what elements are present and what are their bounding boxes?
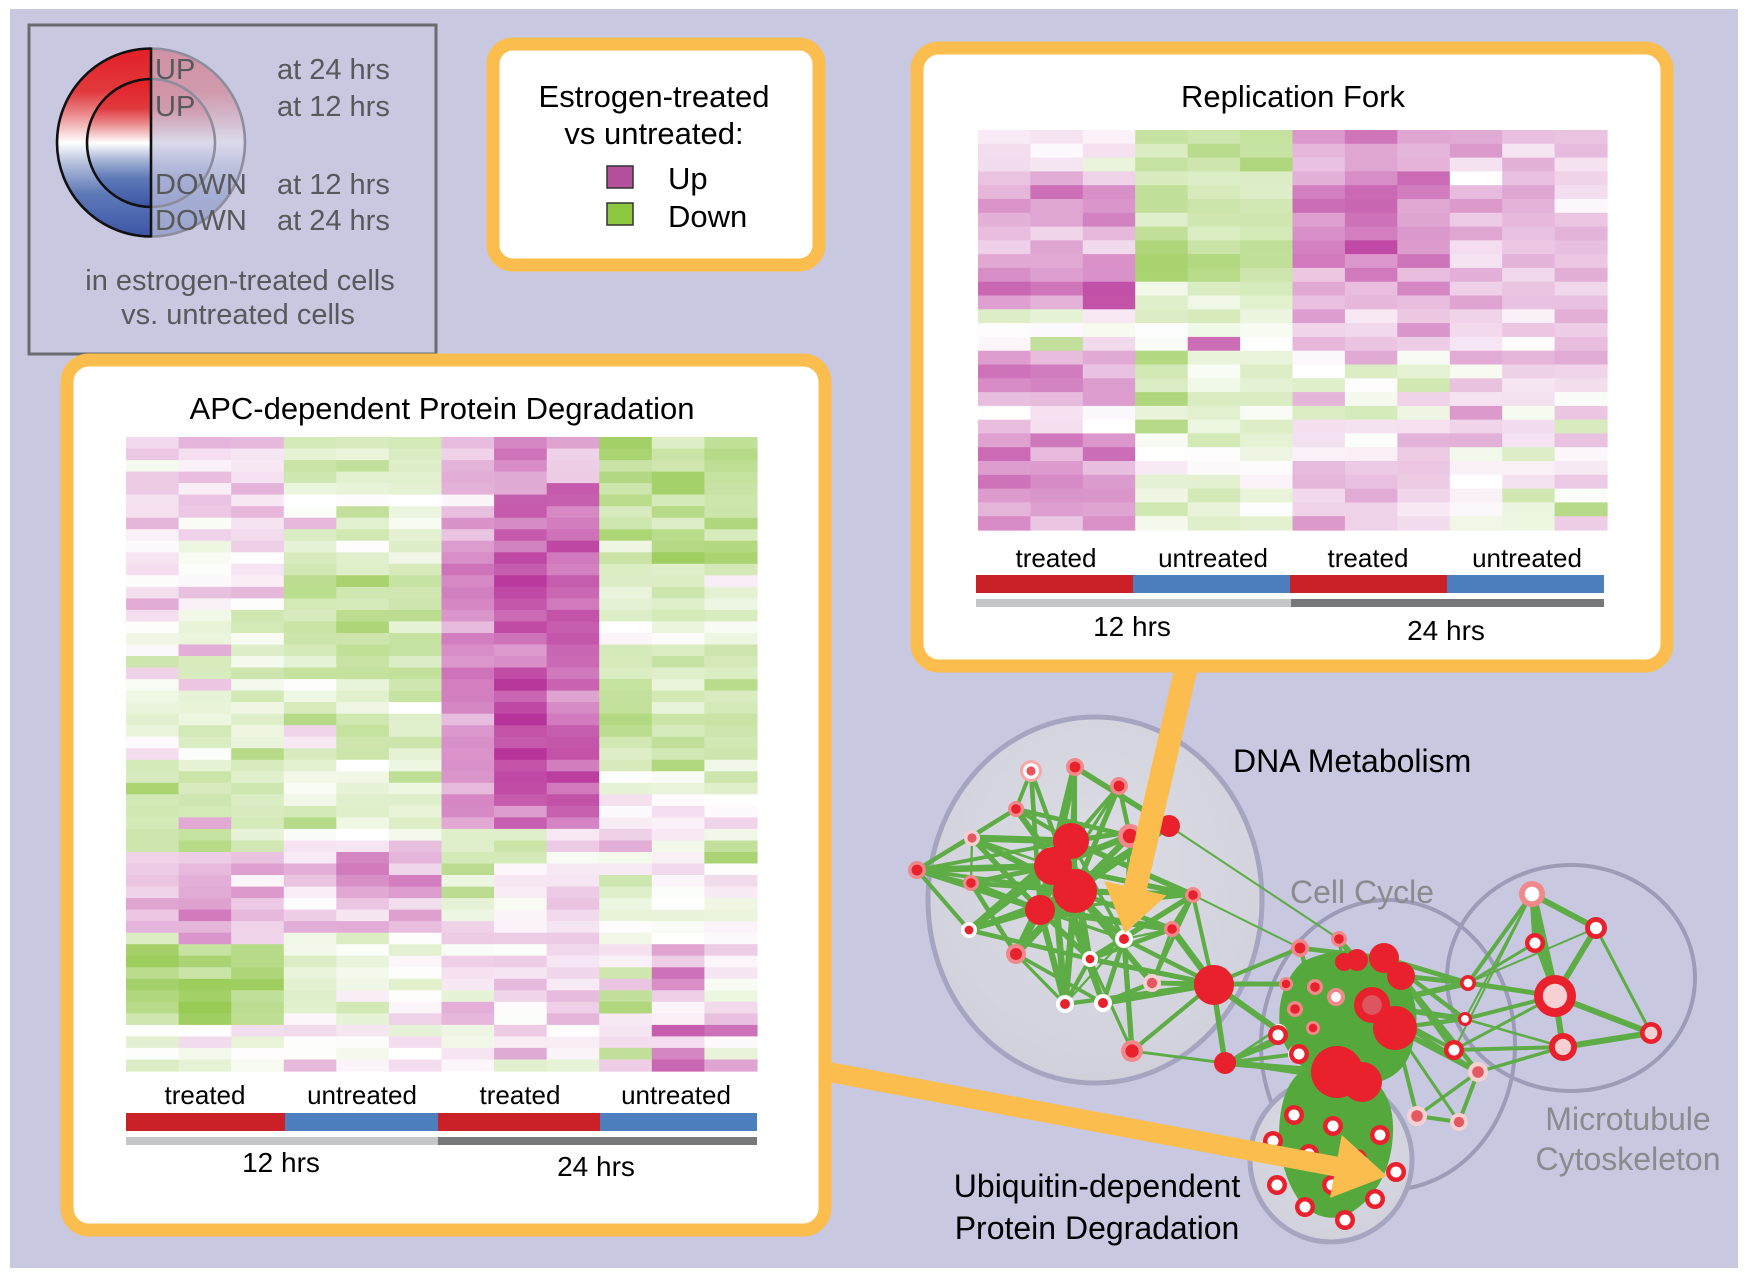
svg-text:vs. untreated cells: vs. untreated cells xyxy=(121,299,355,331)
svg-text:APC-dependent Protein Degradat: APC-dependent Protein Degradation xyxy=(190,391,695,426)
svg-text:Estrogen-treated: Estrogen-treated xyxy=(539,79,770,114)
svg-text:vs untreated:: vs untreated: xyxy=(564,116,743,151)
svg-text:in estrogen-treated cells: in estrogen-treated cells xyxy=(85,265,395,297)
svg-text:untreated: untreated xyxy=(1158,543,1268,573)
svg-text:untreated: untreated xyxy=(621,1080,731,1110)
svg-text:Up: Up xyxy=(668,161,708,196)
svg-text:Microtubule: Microtubule xyxy=(1545,1101,1710,1137)
svg-text:12 hrs: 12 hrs xyxy=(242,1147,320,1178)
svg-text:Cytoskeleton: Cytoskeleton xyxy=(1536,1141,1721,1177)
svg-text:Ubiquitin-dependent: Ubiquitin-dependent xyxy=(954,1168,1241,1204)
svg-text:at 24 hrs: at 24 hrs xyxy=(277,54,390,86)
svg-text:treated: treated xyxy=(480,1080,561,1110)
svg-text:untreated: untreated xyxy=(1472,543,1582,573)
svg-text:24 hrs: 24 hrs xyxy=(1407,615,1485,646)
svg-text:treated: treated xyxy=(165,1080,246,1110)
svg-text:at 24 hrs: at 24 hrs xyxy=(277,205,390,237)
svg-text:DOWN: DOWN xyxy=(155,205,247,237)
svg-text:at 12 hrs: at 12 hrs xyxy=(277,91,390,123)
svg-text:treated: treated xyxy=(1016,543,1097,573)
svg-text:DOWN: DOWN xyxy=(155,169,247,201)
svg-text:UP: UP xyxy=(155,54,195,86)
svg-text:Protein Degradation: Protein Degradation xyxy=(955,1210,1240,1246)
svg-text:Replication Fork: Replication Fork xyxy=(1181,79,1405,114)
svg-text:untreated: untreated xyxy=(307,1080,417,1110)
svg-text:12 hrs: 12 hrs xyxy=(1093,611,1171,642)
svg-text:UP: UP xyxy=(155,91,195,123)
svg-text:Cell Cycle: Cell Cycle xyxy=(1290,874,1434,910)
svg-text:treated: treated xyxy=(1328,543,1409,573)
svg-text:Down: Down xyxy=(668,199,747,234)
svg-text:24 hrs: 24 hrs xyxy=(557,1151,635,1182)
svg-text:at 12 hrs: at 12 hrs xyxy=(277,169,390,201)
svg-text:DNA Metabolism: DNA Metabolism xyxy=(1233,743,1471,779)
